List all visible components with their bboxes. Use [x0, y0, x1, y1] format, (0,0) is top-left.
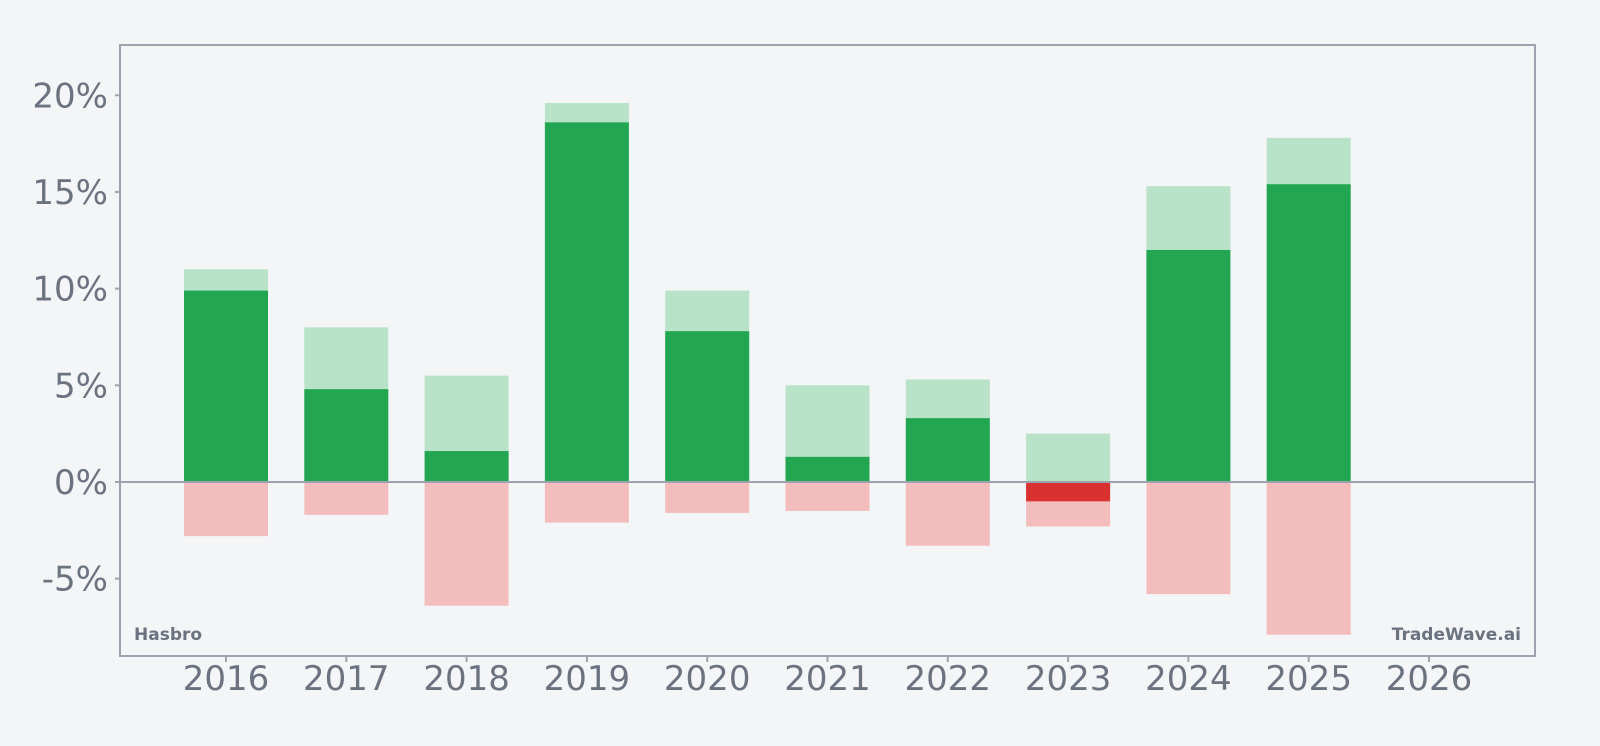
- value-bar: [424, 451, 509, 482]
- x-axis: 2016 2017 2018 2019 2020 2021 2022 2023 2024 2025…: [183, 656, 1473, 699]
- x-tick-label: 2021: [784, 659, 871, 699]
- x-tick-label: 2026: [1386, 659, 1473, 699]
- x-tick-label: 2020: [664, 659, 751, 699]
- y-tick-label: 0%: [54, 463, 108, 503]
- x-tick-label: 2025: [1265, 659, 1352, 699]
- range-high-bar: [1026, 433, 1111, 482]
- range-low-bar: [544, 481, 629, 523]
- x-tick-label: 2019: [544, 659, 631, 699]
- value-bar: [1146, 249, 1231, 482]
- range-low-bar: [424, 481, 509, 606]
- range-low-bar: [905, 481, 990, 546]
- y-tick-label: 10%: [32, 270, 108, 310]
- bars-layer: [184, 103, 1351, 635]
- range-low-bar: [304, 481, 389, 515]
- value-bar: [905, 418, 990, 482]
- range-low-bar: [785, 481, 870, 511]
- x-tick-label: 2016: [183, 659, 270, 699]
- x-tick-label: 2017: [303, 659, 390, 699]
- y-tick-label: -5%: [42, 560, 108, 600]
- value-bar: [304, 389, 389, 482]
- value-bar: [1026, 481, 1111, 502]
- y-tick-label: 5%: [54, 366, 108, 406]
- x-tick-label: 2018: [423, 659, 510, 699]
- x-tick-label: 2024: [1145, 659, 1232, 699]
- x-tick-label: 2023: [1025, 659, 1112, 699]
- value-bar: [665, 331, 750, 482]
- x-tick-label: 2022: [905, 659, 992, 699]
- y-axis: 20% 15% 10% 5% 0% -5%: [32, 76, 120, 600]
- range-low-bar: [184, 481, 268, 537]
- value-bar: [184, 290, 268, 482]
- range-low-bar: [1266, 481, 1351, 635]
- value-bar: [544, 122, 629, 482]
- value-bar: [785, 456, 870, 482]
- value-bar: [1266, 184, 1351, 482]
- right-corner-label: TradeWave.ai: [1392, 625, 1521, 645]
- left-corner-label: Hasbro: [134, 625, 202, 645]
- range-low-bar: [665, 481, 750, 513]
- y-tick-label: 15%: [32, 173, 108, 213]
- range-low-bar: [1146, 481, 1231, 595]
- y-tick-label: 20%: [32, 76, 108, 116]
